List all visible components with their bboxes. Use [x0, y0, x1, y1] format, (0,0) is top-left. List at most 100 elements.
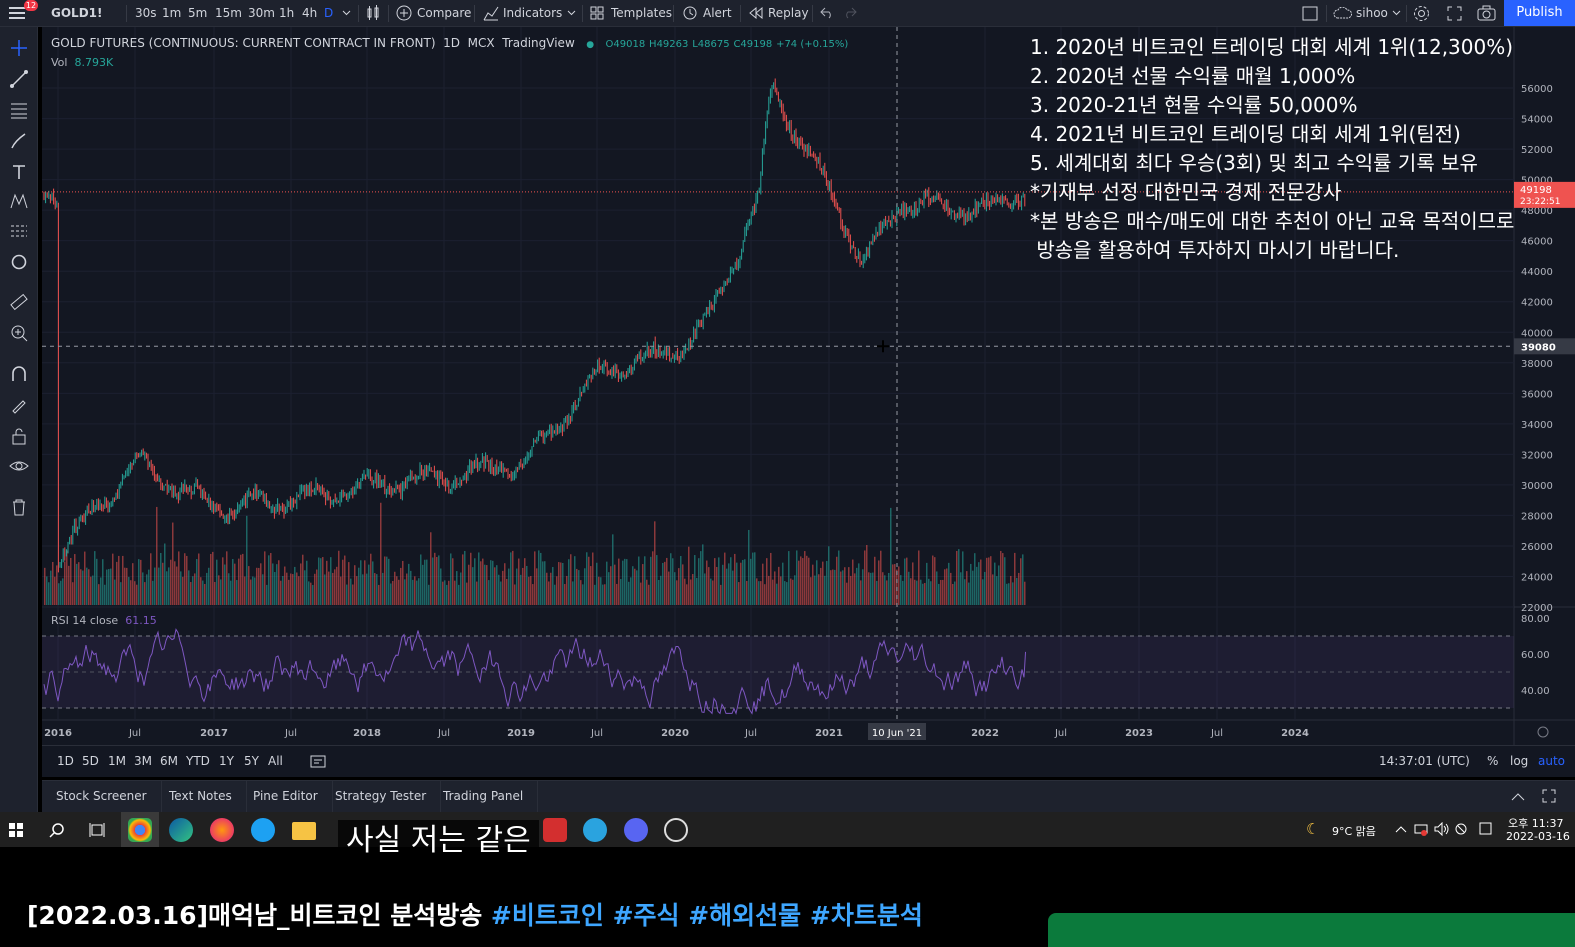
lock-icon[interactable] [9, 426, 29, 446]
volume-bar [302, 554, 304, 605]
app-icon-red[interactable] [543, 818, 567, 842]
interval-15m[interactable]: 15m [215, 6, 242, 20]
magnet-icon[interactable] [9, 364, 29, 384]
symbol-search[interactable]: GOLD1! [51, 6, 103, 20]
percent-scale-toggle[interactable]: % [1487, 754, 1499, 768]
candle-style-icon[interactable] [366, 5, 380, 21]
edge-icon[interactable] [169, 818, 193, 842]
chart-pane[interactable]: 56000 54000 52000 50000 48000 46000 44000 42000… [42, 27, 1575, 745]
range-1y[interactable]: 1Y [219, 754, 234, 768]
ime-icon[interactable] [1479, 822, 1492, 835]
collapse-panel-icon[interactable] [1511, 792, 1525, 801]
crosshair-icon[interactable] [9, 38, 29, 58]
camera-icon[interactable] [1477, 5, 1496, 21]
interval-4h[interactable]: 4h [302, 6, 318, 20]
interval-30m[interactable]: 30m [248, 6, 275, 20]
settings-gear-icon[interactable] [1413, 5, 1430, 22]
compare-button[interactable]: Compare [417, 6, 472, 20]
tray-chevron-up-icon[interactable] [1395, 825, 1407, 833]
network-icon[interactable] [1414, 822, 1428, 836]
shape-circle-icon[interactable] [9, 252, 29, 272]
discord-icon[interactable] [624, 818, 648, 842]
obs-icon[interactable] [664, 818, 688, 842]
interval-1m[interactable]: 1m [162, 6, 182, 20]
range-3m[interactable]: 3M [134, 754, 152, 768]
volume-bar [890, 507, 892, 605]
tab-text-notes[interactable]: Text Notes [155, 781, 247, 813]
fullscreen-icon[interactable] [1447, 6, 1462, 21]
volume-bar [974, 553, 976, 605]
tab-trading-panel[interactable]: Trading Panel [429, 781, 539, 813]
eye-icon[interactable] [9, 456, 29, 476]
volume-bar [730, 557, 732, 605]
layout-icon[interactable] [1302, 6, 1318, 21]
range-1d[interactable]: 1D [57, 754, 74, 768]
publish-button[interactable]: Publish [1504, 0, 1575, 26]
fib-retracement-icon[interactable] [9, 100, 29, 120]
chrome-icon[interactable] [128, 818, 152, 842]
price-chart[interactable]: 56000 54000 52000 50000 48000 46000 44000 42000… [42, 27, 1575, 745]
goto-date-icon[interactable] [310, 754, 326, 768]
weather-status[interactable]: 9°C 맑음 [1332, 825, 1376, 838]
volume-bar [968, 582, 970, 605]
tab-pine-editor[interactable]: Pine Editor [239, 781, 333, 813]
trash-icon[interactable] [9, 497, 29, 517]
interval-d[interactable]: D [324, 6, 334, 20]
brush-icon[interactable] [9, 131, 29, 151]
prediction-icon[interactable] [9, 221, 29, 241]
user-layout-name[interactable]: sihoo [1356, 6, 1388, 20]
volume-bar [684, 578, 686, 605]
interval-1h[interactable]: 1h [279, 6, 295, 20]
task-view-icon[interactable] [89, 822, 105, 838]
log-scale-toggle[interactable]: log [1510, 754, 1529, 768]
clock-utc[interactable]: 14:37:01 (UTC) [1379, 754, 1470, 768]
clock-time[interactable]: 오후 11:37 [1508, 817, 1564, 830]
trend-line-icon[interactable] [9, 69, 29, 89]
indicators-dropdown-icon[interactable] [567, 10, 576, 16]
tab-strategy-tester[interactable]: Strategy Tester [321, 781, 442, 813]
range-5d[interactable]: 5D [82, 754, 99, 768]
volume-icon[interactable] [1434, 822, 1450, 836]
range-1m[interactable]: 1M [108, 754, 126, 768]
telegram-icon[interactable] [583, 818, 607, 842]
ruler-icon[interactable] [9, 292, 29, 312]
thumbnail-preview[interactable] [1048, 913, 1575, 947]
volume-bar [62, 578, 64, 605]
stay-drawing-icon[interactable] [9, 395, 29, 415]
replay-button[interactable]: Replay [768, 6, 809, 20]
twitter-icon[interactable] [251, 818, 275, 842]
windows-start-icon[interactable] [9, 823, 23, 837]
range-all[interactable]: All [268, 754, 283, 768]
firefox-icon[interactable] [210, 818, 234, 842]
clock-date[interactable]: 2022-03-16 [1506, 830, 1570, 843]
maximize-panel-icon[interactable] [1542, 789, 1556, 803]
range-5y[interactable]: 5Y [244, 754, 259, 768]
price-tick-label: 48000 [1521, 206, 1553, 217]
interval-dropdown-icon[interactable] [342, 10, 351, 16]
text-tool-icon[interactable] [9, 162, 29, 182]
interval-5m[interactable]: 5m [188, 6, 208, 20]
price-tick-label: 54000 [1521, 115, 1553, 126]
notification-off-icon[interactable] [1455, 823, 1467, 835]
volume-bar [970, 563, 972, 605]
volume-bar [926, 562, 928, 605]
range-6m[interactable]: 6M [160, 754, 178, 768]
redo-icon[interactable] [843, 7, 857, 19]
file-explorer-icon[interactable] [292, 822, 316, 840]
alert-button[interactable]: Alert [703, 6, 732, 20]
menu-icon[interactable] [9, 6, 25, 20]
volume-bar [728, 563, 730, 605]
templates-button[interactable]: Templates [611, 6, 673, 20]
search-icon[interactable] [49, 822, 65, 838]
tab-stock-screener[interactable]: Stock Screener [42, 781, 162, 813]
pattern-icon[interactable] [9, 191, 29, 211]
indicators-button[interactable]: Indicators [503, 6, 563, 20]
video-title-tags[interactable]: #비트코인 #주식 #해외선물 #차트분석 [490, 901, 923, 930]
zoom-in-icon[interactable] [9, 323, 29, 343]
range-ytd[interactable]: YTD [186, 754, 210, 768]
interval-30s[interactable]: 30s [135, 6, 157, 20]
auto-scale-toggle[interactable]: auto [1538, 754, 1566, 768]
volume-bar [146, 574, 148, 605]
user-dropdown-icon[interactable] [1392, 10, 1401, 16]
undo-icon[interactable] [820, 7, 834, 19]
